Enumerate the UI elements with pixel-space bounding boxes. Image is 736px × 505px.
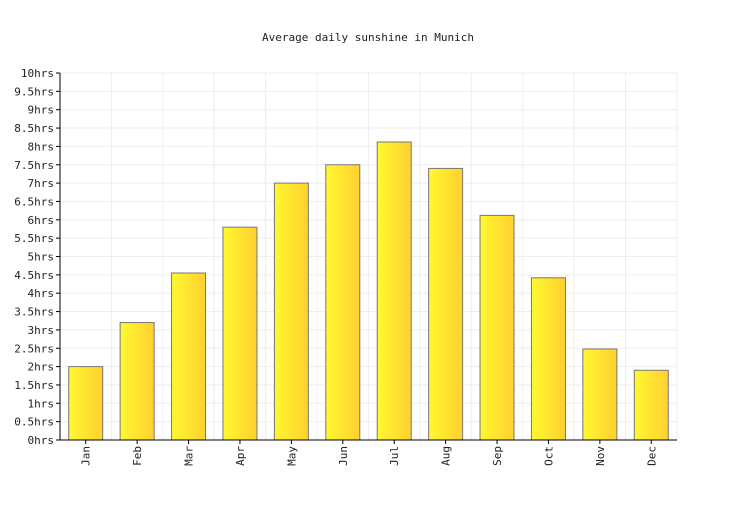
x-tick-label: May xyxy=(285,446,298,466)
chart-title: Average daily sunshine in Munich xyxy=(262,31,474,44)
y-tick-label: 3.5hrs xyxy=(14,306,54,319)
y-tick-label: 3hrs xyxy=(28,324,55,337)
x-tick-label: Apr xyxy=(234,446,247,466)
x-tick-label: Nov xyxy=(594,446,607,466)
x-tick-label: Jul xyxy=(388,446,401,466)
y-tick-label: 2.5hrs xyxy=(14,342,54,355)
x-tick-labels: Jan Feb Mar Apr May Jun Jul Aug Sep Oct Nov Dec xyxy=(80,446,659,466)
bar-layer xyxy=(68,141,669,441)
y-tick-label: 1.5hrs xyxy=(14,379,54,392)
bar-jan xyxy=(68,366,104,441)
y-tick-labels: 0hrs 0.5hrs 1hrs 1.5hrs 2hrs 2.5hrs 3hrs 3.5hrs… xyxy=(14,67,54,447)
bar-dec xyxy=(633,369,669,441)
bar-nov xyxy=(582,348,618,441)
x-tick-label: Dec xyxy=(645,446,658,466)
bar-apr xyxy=(222,226,258,441)
x-tick-label: Mar xyxy=(183,446,196,466)
y-tick-label: 9hrs xyxy=(28,104,55,117)
bar-sep xyxy=(479,214,515,441)
x-tick-label: Jan xyxy=(80,446,93,466)
y-tick-label: 6hrs xyxy=(28,214,55,227)
bar-mar xyxy=(171,272,207,441)
y-tick-label: 4.5hrs xyxy=(14,269,54,282)
x-tick-label: Feb xyxy=(131,446,144,466)
x-tick-label: Oct xyxy=(542,446,555,466)
bar-aug xyxy=(428,167,464,441)
y-tick-label: 9.5hrs xyxy=(14,85,54,98)
y-tick-label: 8.5hrs xyxy=(14,122,54,135)
x-tick-label: Sep xyxy=(491,446,504,466)
y-tick-label: 7hrs xyxy=(28,177,55,190)
y-tick-label: 0hrs xyxy=(28,434,55,447)
y-tick-label: 4hrs xyxy=(28,287,55,300)
bar-feb xyxy=(119,322,155,441)
bar-jun xyxy=(325,164,361,441)
y-tick-label: 6.5hrs xyxy=(14,195,54,208)
x-tick-label: Aug xyxy=(440,446,453,466)
y-tick-label: 5.5hrs xyxy=(14,232,54,245)
grid-layer xyxy=(60,72,678,440)
y-tick-label: 5hrs xyxy=(28,251,55,264)
y-tick-label: 7.5hrs xyxy=(14,159,54,172)
y-tick-label: 10hrs xyxy=(21,67,54,80)
x-tick-label: Jun xyxy=(337,446,350,466)
bar-may xyxy=(273,182,309,441)
y-tick-label: 1hrs xyxy=(28,397,55,410)
bar-oct xyxy=(530,277,566,441)
axis-layer xyxy=(56,72,677,444)
y-tick-label: 0.5hrs xyxy=(14,416,54,429)
y-tick-label: 8hrs xyxy=(28,140,55,153)
bar-jul xyxy=(376,141,412,441)
y-tick-label: 2hrs xyxy=(28,361,55,374)
